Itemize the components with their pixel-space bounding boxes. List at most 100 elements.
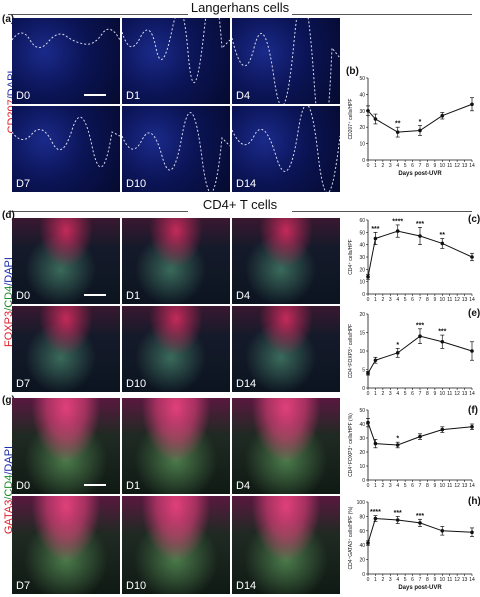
x-tick-label: 10 xyxy=(440,391,446,397)
y-tick-label: 15 xyxy=(359,331,365,337)
y-axis-label: CD207⁺ cells/HPF xyxy=(348,99,354,140)
x-tick-label: 9 xyxy=(433,391,436,397)
x-tick-label: 14 xyxy=(469,391,475,397)
day-label: D14 xyxy=(236,580,257,592)
day-label: D10 xyxy=(126,378,147,390)
x-tick-label: 11 xyxy=(447,577,452,583)
y-tick-label: 40 xyxy=(359,92,365,98)
data-point xyxy=(440,529,445,533)
series-line xyxy=(367,422,473,446)
x-tick-label: 0 xyxy=(367,577,370,583)
data-point xyxy=(470,530,474,535)
x-tick-label: 7 xyxy=(419,577,422,583)
significance-label: ** xyxy=(395,121,401,128)
y-tick-label: 50 xyxy=(359,76,365,82)
x-tick-label: 0 xyxy=(367,163,370,169)
y-tick-label: 20 xyxy=(359,267,365,273)
x-tick-label: 1 xyxy=(374,483,377,489)
data-point xyxy=(470,349,474,353)
x-tick-label: 4 xyxy=(396,577,399,583)
x-tick-label: 11 xyxy=(447,297,452,303)
micrograph-g-d4: D4 xyxy=(232,398,340,494)
y-tick-label: 60 xyxy=(359,529,365,535)
data-point xyxy=(440,339,445,344)
x-tick-label: 13 xyxy=(462,163,468,169)
section-title-cd4: CD4+ T cells xyxy=(202,197,278,212)
micrograph-a-d14: D14 xyxy=(232,106,340,192)
x-tick-label: 12 xyxy=(454,163,460,169)
x-tick-label: 13 xyxy=(462,577,468,583)
panel-label-f: (f) xyxy=(468,405,478,416)
y-tick-label: 100 xyxy=(357,500,366,506)
y-axis-label: CD4⁺FOXP3⁺ cells/HPF (%) xyxy=(348,413,354,477)
micrograph-d-d1: D1 xyxy=(122,218,230,304)
day-label: D0 xyxy=(16,290,31,302)
y-axis-label: CD4⁺FOXP3⁺ cells/HPF xyxy=(348,324,354,378)
x-tick-label: 10 xyxy=(440,297,446,303)
data-point xyxy=(366,541,370,545)
x-tick-label: 8 xyxy=(426,163,429,169)
section-rule-left-1 xyxy=(8,14,188,15)
data-point xyxy=(366,420,370,425)
micrograph-g-d7: D7 xyxy=(12,496,120,594)
micrograph-a-d10: D10 xyxy=(122,106,230,192)
y-tick-label: 10 xyxy=(359,280,365,286)
x-tick-label: 4 xyxy=(396,163,399,169)
micrograph-d-d7: D7 xyxy=(12,306,120,392)
significance-label: *** xyxy=(416,322,424,329)
y-tick-label: 30 xyxy=(359,436,365,442)
data-point xyxy=(395,130,400,134)
y-tick-label: 0 xyxy=(362,478,365,484)
panel-label-h: (h) xyxy=(468,496,480,507)
y-tick-label: 40 xyxy=(359,422,365,428)
micrograph-d-d14: D14 xyxy=(232,306,340,392)
data-point xyxy=(373,441,378,446)
y-tick-label: 50 xyxy=(359,408,365,414)
day-label: D7 xyxy=(16,580,31,592)
day-label: D7 xyxy=(16,178,31,190)
micrograph-g-d14: D14 xyxy=(232,496,340,594)
x-tick-label: 6 xyxy=(411,163,414,169)
x-tick-label: 5 xyxy=(404,297,407,303)
x-tick-label: 8 xyxy=(426,483,429,489)
y-tick-label: 20 xyxy=(359,125,365,131)
micrograph-a-d0: D0 xyxy=(12,18,120,104)
y-tick-label: 30 xyxy=(359,109,365,115)
data-point xyxy=(440,427,445,432)
x-tick-label: 11 xyxy=(447,391,452,397)
data-point xyxy=(373,358,378,363)
significance-label: *** xyxy=(438,329,446,336)
x-tick-label: 10 xyxy=(440,163,446,169)
x-tick-label: 14 xyxy=(469,297,475,303)
x-tick-label: 0 xyxy=(367,297,370,303)
x-tick-label: 2 xyxy=(381,577,384,583)
x-tick-label: 1 xyxy=(374,391,377,397)
x-tick-label: 7 xyxy=(419,483,422,489)
x-tick-label: 6 xyxy=(411,297,414,303)
significance-label: *** xyxy=(416,513,424,520)
x-tick-label: 9 xyxy=(433,483,436,489)
data-point xyxy=(470,102,474,107)
data-point xyxy=(418,521,422,525)
x-tick-label: 4 xyxy=(396,483,399,489)
x-tick-label: 5 xyxy=(404,577,407,583)
x-tick-label: 9 xyxy=(433,163,436,169)
x-tick-label: 6 xyxy=(411,577,414,583)
section-rule-right-1 xyxy=(292,14,472,15)
x-tick-label: 5 xyxy=(404,163,407,169)
x-tick-label: 8 xyxy=(426,391,429,397)
micrograph-d-d10: D10 xyxy=(122,306,230,392)
x-tick-label: 5 xyxy=(404,391,407,397)
significance-label: *** xyxy=(371,226,379,233)
significance-label: *** xyxy=(394,510,402,517)
x-tick-label: 11 xyxy=(447,163,452,169)
scale-bar-g xyxy=(84,484,106,486)
y-tick-label: 40 xyxy=(359,243,365,249)
data-point xyxy=(418,334,422,338)
x-tick-label: 3 xyxy=(389,483,392,489)
x-tick-label: 7 xyxy=(419,297,422,303)
section-rule-left-2 xyxy=(8,211,188,212)
significance-label: * xyxy=(419,119,422,126)
x-tick-label: 6 xyxy=(411,483,414,489)
